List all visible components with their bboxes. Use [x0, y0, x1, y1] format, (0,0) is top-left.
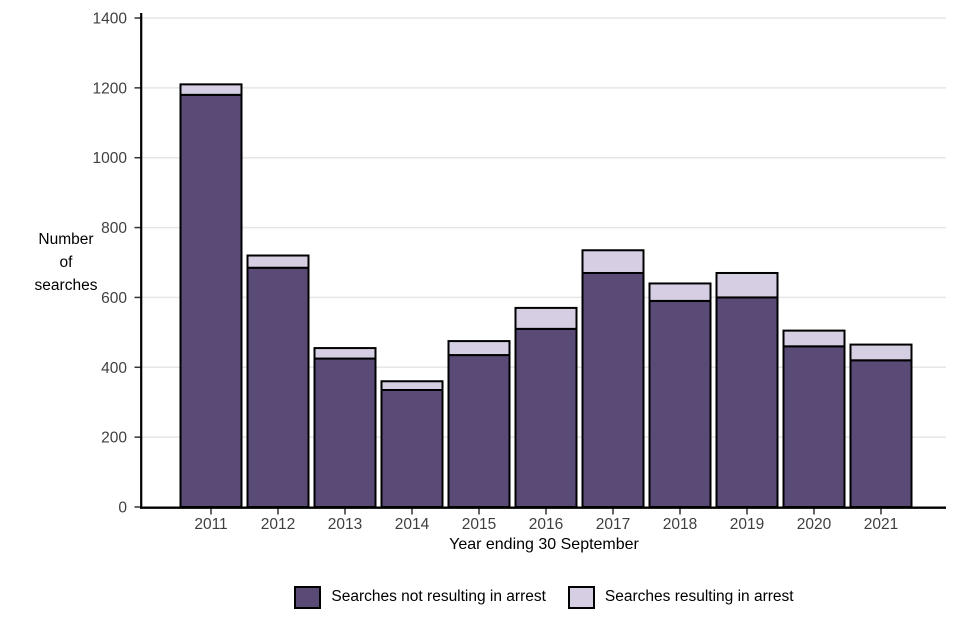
x-tick-label: 2016	[529, 516, 563, 533]
bar-segment-arrest	[715, 271, 779, 299]
bar-segment-not-arrest	[782, 345, 846, 509]
legend-swatch-not-arrest	[294, 585, 322, 609]
y-tick-label: 1400	[93, 11, 128, 28]
legend-label-not-arrest: Searches not resulting in arrest	[331, 588, 546, 605]
bar-segment-not-arrest	[179, 93, 243, 508]
bar-segment-not-arrest	[581, 271, 645, 508]
bar-segment-not-arrest	[246, 266, 310, 508]
y-axis-title-line: of	[59, 254, 73, 271]
bar-segment-not-arrest	[715, 296, 779, 508]
bar-segment-arrest	[849, 343, 913, 362]
x-tick-label: 2021	[864, 516, 898, 533]
y-tick-label: 0	[118, 500, 127, 517]
bar-segment-not-arrest	[514, 327, 578, 508]
legend-label-arrest: Searches resulting in arrest	[604, 588, 794, 605]
x-tick-label: 2014	[395, 516, 430, 533]
y-tick-label: 800	[101, 220, 127, 237]
bar-segment-arrest	[648, 282, 712, 302]
bar-segment-arrest	[782, 329, 846, 348]
legend: Searches not resulting in arrest Searche…	[142, 582, 946, 612]
x-tick-label: 2019	[730, 516, 764, 533]
bar-segment-arrest	[447, 340, 511, 357]
legend-item-not-arrest: Searches not resulting in arrest	[294, 585, 546, 609]
x-tick-label: 2015	[462, 516, 496, 533]
bar-segment-arrest	[179, 83, 243, 96]
x-axis-title: Year ending 30 September	[449, 536, 639, 553]
x-tick-label: 2017	[596, 516, 630, 533]
legend-item-arrest: Searches resulting in arrest	[567, 585, 794, 609]
bar-segment-arrest	[246, 254, 310, 269]
y-tick-label: 1000	[93, 150, 128, 167]
x-tick-label: 2020	[797, 516, 832, 533]
bar-segment-arrest	[514, 306, 578, 330]
stacked-bar-chart: 0 200 400 600 800 1000 1200 1400 2011 2012 2013 201…	[93, 11, 946, 533]
x-tick-label: 2011	[194, 516, 227, 533]
bar-segment-arrest	[313, 347, 377, 360]
bar-segment-not-arrest	[648, 299, 712, 508]
legend-swatch-arrest	[567, 585, 595, 609]
y-tick-label: 1200	[93, 80, 128, 97]
bar-segment-not-arrest	[313, 357, 377, 508]
bar-segment-arrest	[581, 249, 645, 274]
y-tick-label: 600	[101, 290, 127, 307]
x-tick-label: 2013	[328, 516, 362, 533]
y-tick-label: 400	[101, 360, 127, 377]
bar-segment-not-arrest	[849, 359, 913, 508]
bar-segment-not-arrest	[447, 354, 511, 508]
y-axis-title: Number of searches	[10, 228, 122, 297]
y-axis-title-line: Number	[38, 231, 94, 248]
bar-segment-not-arrest	[380, 388, 444, 508]
bar-segment-arrest	[380, 380, 444, 391]
x-tick-label: 2012	[261, 516, 295, 533]
y-tick-label: 200	[101, 430, 127, 447]
y-axis-title-line: searches	[34, 277, 98, 294]
x-tick-label: 2018	[663, 516, 697, 533]
